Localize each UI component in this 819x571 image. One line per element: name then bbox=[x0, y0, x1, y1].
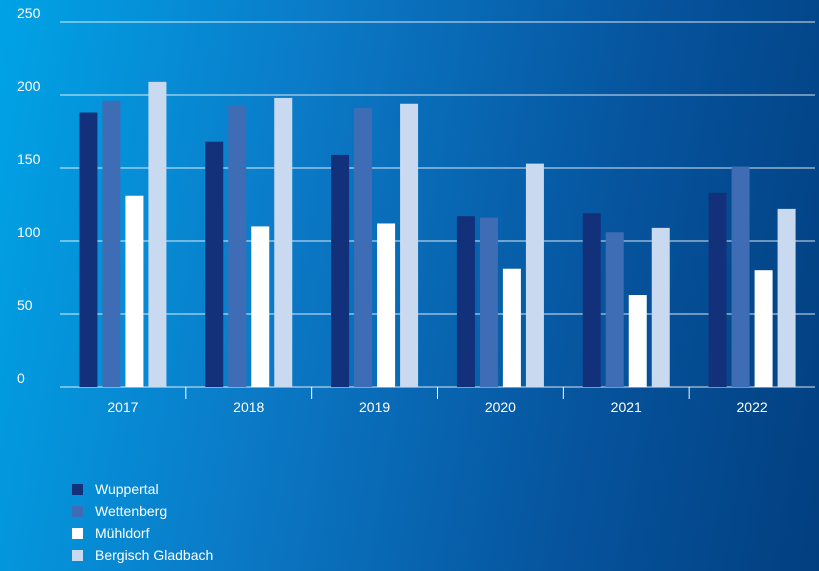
bar-m-hldorf-2021 bbox=[628, 295, 647, 387]
bar-m-hldorf-2020 bbox=[502, 268, 521, 387]
bar-wettenberg-2021 bbox=[605, 232, 624, 387]
bar-wuppertal-2021 bbox=[582, 213, 601, 387]
y-tick-label: 250 bbox=[17, 5, 41, 21]
x-tick-label: 2020 bbox=[485, 399, 516, 415]
legend-item: Wettenberg bbox=[72, 500, 213, 522]
bar-wuppertal-2017 bbox=[79, 112, 98, 388]
y-tick-label: 200 bbox=[17, 78, 41, 94]
x-tick-label: 2018 bbox=[233, 399, 264, 415]
y-tick-label: 0 bbox=[17, 370, 25, 386]
legend-swatch bbox=[72, 483, 83, 495]
legend-label: Wettenberg bbox=[95, 503, 168, 519]
x-tick-label: 2021 bbox=[611, 399, 642, 415]
bar-m-hldorf-2019 bbox=[377, 223, 396, 387]
legend-swatch bbox=[72, 549, 83, 561]
bar-bergisch-gladbach-2022 bbox=[777, 208, 796, 387]
chart-legend: Wuppertal Wettenberg Mühldorf Bergisch Glad… bbox=[72, 478, 213, 566]
bar-bergisch-gladbach-2017 bbox=[148, 81, 167, 388]
bar-m-hldorf-2017 bbox=[125, 195, 144, 387]
legend-label: Wuppertal bbox=[95, 481, 159, 497]
x-tick-label: 2022 bbox=[737, 399, 768, 415]
bar-wuppertal-2020 bbox=[456, 216, 475, 387]
legend-item: Wuppertal bbox=[72, 478, 213, 500]
legend-item: Bergisch Gladbach bbox=[72, 544, 213, 566]
bar-wettenberg-2018 bbox=[228, 105, 247, 387]
y-tick-label: 100 bbox=[17, 224, 41, 240]
bar-m-hldorf-2022 bbox=[754, 270, 773, 387]
x-tick-label: 2019 bbox=[359, 399, 390, 415]
bar-wuppertal-2018 bbox=[205, 141, 224, 387]
legend-swatch bbox=[72, 505, 83, 517]
bar-bergisch-gladbach-2019 bbox=[400, 103, 419, 387]
bar-wettenberg-2019 bbox=[354, 108, 373, 387]
x-tick-label: 2017 bbox=[107, 399, 138, 415]
bar-bergisch-gladbach-2018 bbox=[274, 97, 293, 388]
y-tick-label: 50 bbox=[17, 297, 33, 313]
legend-label: Mühldorf bbox=[95, 525, 150, 541]
y-tick-label: 150 bbox=[17, 151, 41, 167]
bar-wettenberg-2022 bbox=[731, 166, 750, 387]
bar-bergisch-gladbach-2020 bbox=[525, 163, 544, 387]
bar-wettenberg-2020 bbox=[479, 217, 498, 387]
legend-label: Bergisch Gladbach bbox=[95, 547, 214, 563]
legend-item: Mühldorf bbox=[72, 522, 213, 544]
bar-wuppertal-2019 bbox=[331, 154, 350, 387]
bar-wettenberg-2017 bbox=[102, 100, 121, 387]
bar-wuppertal-2022 bbox=[708, 192, 727, 387]
bar-m-hldorf-2018 bbox=[251, 226, 270, 387]
bar-bergisch-gladbach-2021 bbox=[651, 227, 670, 387]
legend-swatch bbox=[72, 527, 83, 539]
